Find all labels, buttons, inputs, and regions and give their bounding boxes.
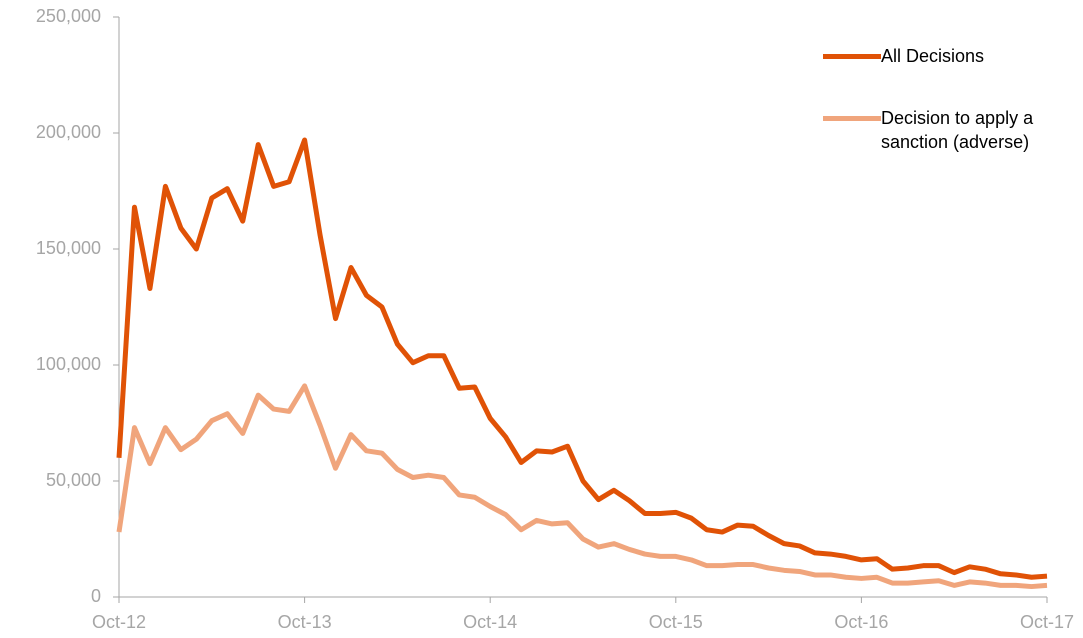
- x-tick-label: Oct-12: [92, 612, 146, 632]
- y-tick-label: 100,000: [36, 354, 101, 374]
- legend: All Decisions Decision to apply a sanctio…: [823, 44, 1063, 192]
- x-tick-label: Oct-13: [278, 612, 332, 632]
- line-series: [116, 383, 1048, 590]
- legend-swatch: [823, 116, 881, 121]
- x-tick-label: Oct-16: [834, 612, 888, 632]
- x-tick-label: Oct-14: [463, 612, 517, 632]
- y-tick-label: 200,000: [36, 122, 101, 142]
- y-tick-label: 150,000: [36, 238, 101, 258]
- legend-label: All Decisions: [881, 46, 985, 66]
- y-tick-label: 0: [91, 586, 101, 606]
- x-tick-label: Oct-17: [1020, 612, 1074, 632]
- legend-swatch: [823, 54, 881, 59]
- x-tick-label: Oct-15: [649, 612, 703, 632]
- legend-item: All Decisions: [823, 44, 1063, 68]
- y-tick-label: 250,000: [36, 6, 101, 26]
- legend-label: Decision to apply a sanction (adverse): [881, 108, 1034, 152]
- legend-item: Decision to apply a sanction (adverse): [823, 106, 1063, 154]
- y-tick-label: 50,000: [46, 470, 101, 490]
- line-series: [116, 137, 1048, 580]
